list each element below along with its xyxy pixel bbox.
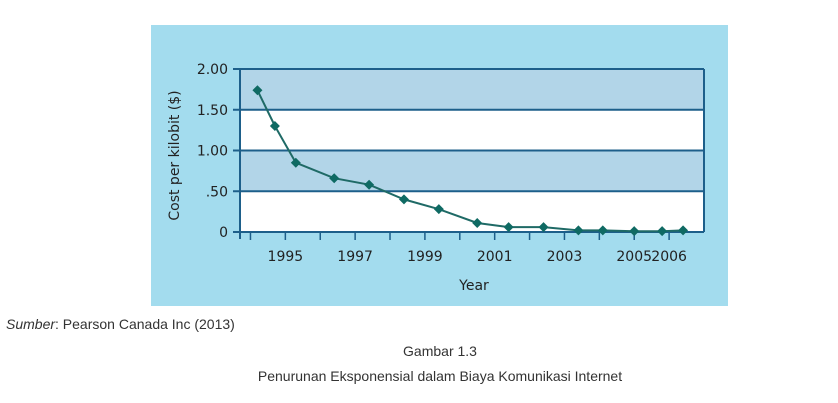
grid-band [240,69,704,110]
y-tick-label: 2.00 [197,62,228,78]
data-point [503,222,514,233]
data-point [433,204,444,215]
data-point [398,194,409,205]
grid-band [240,150,704,192]
figure-caption: Penurunan Eksponensial dalam Biaya Komun… [257,368,623,384]
x-axis-label: Year [458,278,489,294]
source-note: Sumber: Pearson Canada Inc (2013) [6,316,235,332]
data-point [364,179,375,190]
x-tick-label: 1999 [407,249,443,265]
source-label: Sumber [6,316,56,332]
y-tick-label: .50 [206,184,228,200]
data-point [629,226,640,237]
data-point [597,225,608,236]
data-point [290,157,301,168]
source-text: : Pearson Canada Inc (2013) [55,316,235,332]
chart-panel: 0 .50 1.00 1.50 2.00 1995 1997 1999 2001 2003 2005… [151,25,728,306]
x-tick-label: 2001 [477,249,513,265]
figure-number: Gambar 1.3 [403,343,477,359]
x-tick-label: 1995 [268,249,304,265]
data-point [329,173,340,184]
x-tick-label: 2005 [616,249,652,265]
data-point [678,225,689,236]
x-tick-label: 1997 [337,249,373,265]
data-point [538,222,549,233]
y-tick-label: 1.00 [197,144,228,160]
data-point [657,226,668,237]
data-point [252,85,263,96]
data-point [472,218,483,229]
line-chart: 0 .50 1.00 1.50 2.00 1995 1997 1999 2001 2003 2005… [151,25,728,306]
y-tick-label: 1.50 [197,103,228,119]
x-tick-label: 2006 [651,249,687,265]
x-tick-label: 2003 [547,249,583,265]
y-axis-label: Cost per kilobit ($) [167,90,183,220]
data-point [269,121,280,132]
y-tick-label: 0 [219,225,228,241]
data-point [573,225,584,236]
